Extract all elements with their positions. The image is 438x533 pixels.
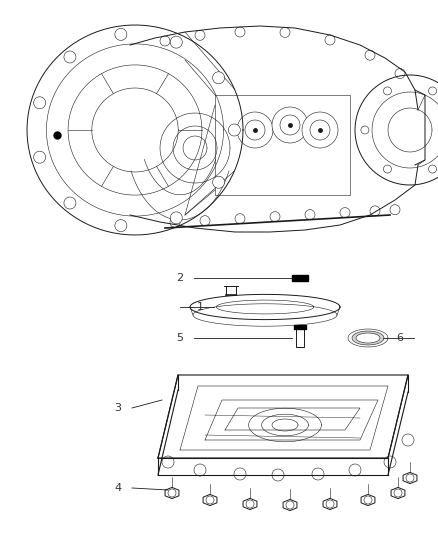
Circle shape [194,464,206,476]
Circle shape [402,434,414,446]
Circle shape [64,51,76,63]
Polygon shape [296,329,304,347]
Circle shape [280,115,300,135]
Circle shape [395,69,405,78]
Text: 6: 6 [396,333,403,343]
Circle shape [383,165,392,173]
Circle shape [370,206,380,216]
Circle shape [302,112,338,148]
Circle shape [361,126,369,134]
Text: 1: 1 [197,302,204,312]
Circle shape [272,107,308,143]
Polygon shape [165,487,179,498]
Circle shape [272,469,284,481]
Circle shape [340,207,350,217]
Polygon shape [323,498,337,510]
Circle shape [195,30,205,41]
Circle shape [390,205,400,215]
Circle shape [115,28,127,41]
Circle shape [64,197,76,209]
Circle shape [245,120,265,140]
Circle shape [310,120,330,140]
Polygon shape [403,472,417,483]
Polygon shape [243,498,257,510]
Circle shape [170,212,182,224]
Circle shape [206,496,214,504]
Polygon shape [294,325,306,329]
Circle shape [270,212,280,222]
Circle shape [228,124,240,136]
Circle shape [235,27,245,37]
Circle shape [234,468,246,480]
Polygon shape [391,487,405,498]
Circle shape [406,474,414,482]
Text: 5: 5 [177,333,184,343]
Circle shape [394,489,402,497]
Polygon shape [203,495,217,506]
Circle shape [212,176,225,188]
Circle shape [168,489,176,497]
Text: 2: 2 [177,273,184,283]
Circle shape [212,72,225,84]
Circle shape [312,468,324,480]
Circle shape [160,36,170,46]
Circle shape [115,220,127,232]
Circle shape [34,151,46,163]
Circle shape [305,209,315,220]
Text: 3: 3 [114,403,121,413]
Circle shape [325,35,335,45]
Circle shape [235,214,245,224]
Circle shape [246,500,254,508]
Circle shape [384,456,396,468]
Circle shape [237,112,273,148]
Polygon shape [292,275,308,281]
Text: 4: 4 [114,483,122,493]
Circle shape [349,464,361,476]
Circle shape [383,87,392,95]
Circle shape [286,501,294,509]
Polygon shape [356,333,380,343]
Circle shape [428,165,437,173]
Circle shape [280,27,290,37]
Circle shape [364,496,372,504]
Circle shape [428,87,437,95]
Circle shape [170,217,180,228]
Circle shape [200,216,210,225]
Circle shape [162,456,174,468]
Polygon shape [283,499,297,511]
Polygon shape [352,331,384,345]
Circle shape [34,97,46,109]
Circle shape [365,50,375,60]
Circle shape [170,36,182,48]
Polygon shape [361,495,375,506]
Circle shape [326,500,334,508]
